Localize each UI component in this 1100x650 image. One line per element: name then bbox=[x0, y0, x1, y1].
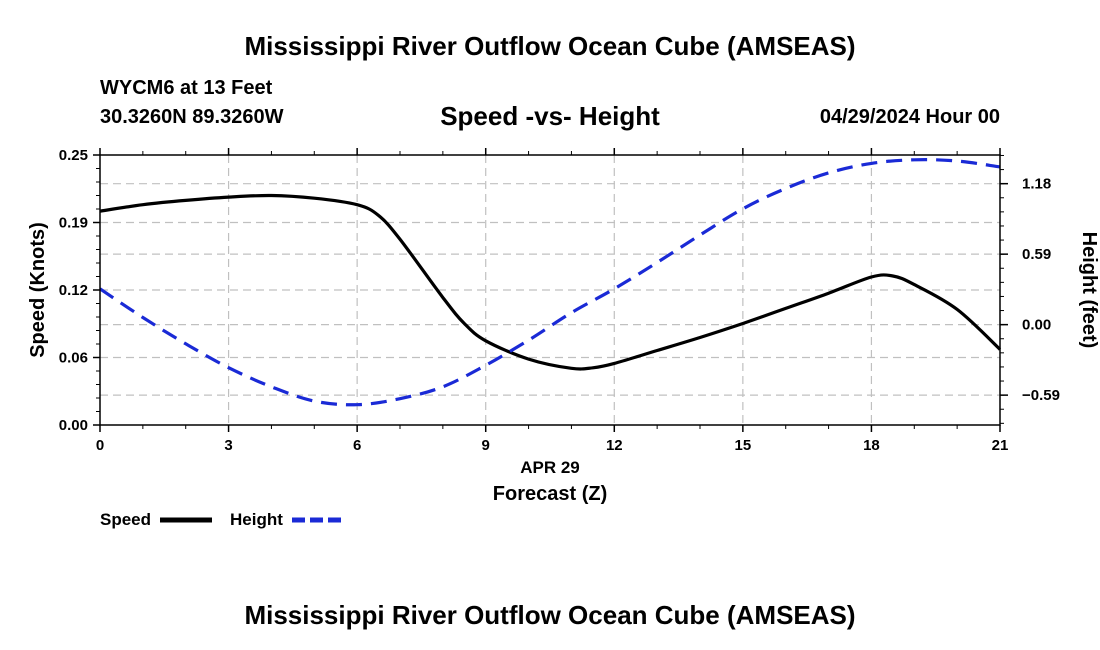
x-axis-date: APR 29 bbox=[520, 458, 580, 477]
y-tick-label: 0.00 bbox=[59, 417, 88, 434]
y-tick-label: 0.12 bbox=[59, 282, 88, 299]
x-tick-label: 15 bbox=[735, 437, 752, 454]
legend: Speed Height bbox=[100, 510, 342, 529]
main-title: Mississippi River Outflow Ocean Cube (AM… bbox=[244, 31, 856, 61]
series-line-speed bbox=[99, 193, 1002, 371]
legend-label-speed: Speed bbox=[100, 510, 151, 529]
x-axis-title: Forecast (Z) bbox=[493, 483, 607, 505]
x-tick-label: 12 bbox=[606, 437, 623, 454]
y-tick-label: 0.19 bbox=[59, 215, 88, 232]
y2-tick-label: 1.18 bbox=[1022, 176, 1051, 193]
x-tick-label: 0 bbox=[96, 437, 104, 454]
series-layer bbox=[99, 158, 1002, 407]
x-tick-label: 21 bbox=[992, 437, 1009, 454]
legend-label-height: Height bbox=[230, 510, 283, 529]
x-tick-label: 3 bbox=[224, 437, 232, 454]
station-coordinates: 30.3260N 89.3260W bbox=[100, 106, 284, 128]
x-tick-label: 18 bbox=[863, 437, 880, 454]
y-axis-title: Speed (Knots) bbox=[27, 222, 49, 358]
grid bbox=[100, 155, 1000, 425]
forecast-date: 04/29/2024 Hour 00 bbox=[819, 106, 1000, 128]
series-line-height bbox=[99, 158, 1001, 407]
axis-labels: 0 3 6 9 12 15 18 21 0.00 0.06 0.12 0.19 0.25 −0.59 0.0… bbox=[27, 147, 1100, 505]
y2-tick-label: −0.59 bbox=[1022, 387, 1060, 404]
y2-axis-title: Height (feet) bbox=[1078, 232, 1100, 349]
station-name: WYCM6 at 13 Feet bbox=[100, 77, 273, 99]
x-tick-label: 9 bbox=[482, 437, 490, 454]
chart-subtitle: Speed -vs- Height bbox=[440, 101, 660, 131]
x-tick-label: 6 bbox=[353, 437, 361, 454]
y2-tick-label: 0.00 bbox=[1022, 317, 1051, 334]
ticks bbox=[93, 148, 1008, 432]
footer-title: Mississippi River Outflow Ocean Cube (AM… bbox=[244, 600, 856, 630]
y-tick-label: 0.06 bbox=[59, 350, 88, 367]
y2-tick-label: 0.59 bbox=[1022, 246, 1051, 263]
y-tick-label: 0.25 bbox=[59, 147, 88, 164]
